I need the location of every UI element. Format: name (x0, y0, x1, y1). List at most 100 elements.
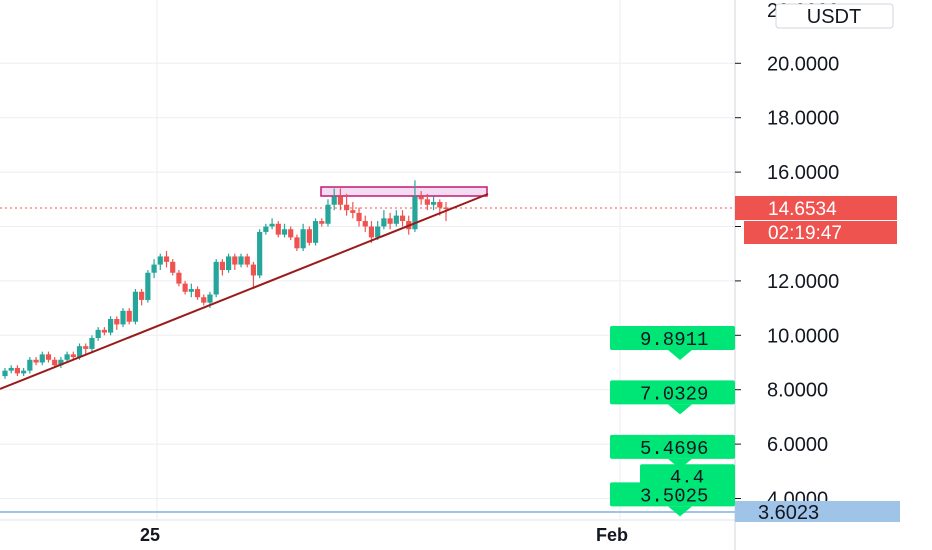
candle-body (213, 261, 219, 295)
ascending-trendline[interactable] (0, 193, 489, 390)
countdown-label: 02:19:47 (768, 223, 842, 244)
candle-body (430, 202, 437, 205)
candle-body (244, 256, 250, 265)
time-axis[interactable]: 25 Feb (140, 525, 628, 545)
candle-body (281, 229, 288, 235)
candles (2, 180, 449, 379)
candle-body (300, 229, 306, 249)
candle-body (207, 294, 213, 303)
price-axis-tick-label: 20.0000 (767, 53, 839, 75)
price-axis-tick-label: 8.0000 (767, 380, 828, 402)
currency-button-label: USDT (807, 6, 861, 28)
candle-body (188, 289, 194, 292)
candle-body (33, 359, 39, 363)
current-price-tag: 14.6534 02:19:47 (735, 196, 897, 244)
target-tag-pointer (668, 506, 692, 517)
candle-body (424, 199, 430, 205)
price-axis-tick-label: 10.0000 (767, 325, 839, 347)
candle-body (362, 221, 368, 227)
candle-body (344, 204, 350, 211)
target-tag-label: 9.8911 (640, 329, 708, 351)
target-tag-body (610, 482, 735, 507)
target-tag: 7.0329 (610, 380, 735, 415)
candle-body (294, 237, 300, 249)
candle-body (39, 354, 45, 363)
candle-body (219, 261, 225, 271)
target-tag-body (640, 464, 735, 489)
candle-body (114, 318, 120, 325)
candle-body (170, 261, 176, 273)
candle-body (70, 354, 76, 358)
support-price-tag: 3.6023 (735, 501, 900, 524)
candle-body (182, 283, 188, 292)
candle-body (325, 204, 331, 224)
candle-body (14, 367, 21, 374)
target-tag-pointer (668, 350, 692, 361)
candle-body (8, 367, 14, 371)
candle-body (107, 318, 114, 333)
candle-body (337, 196, 344, 205)
candle-body (306, 229, 312, 243)
candle-body (21, 370, 27, 374)
candle-body (263, 226, 269, 232)
resistance-zone-box[interactable] (320, 186, 488, 197)
candle-body (145, 272, 151, 300)
candle-body (312, 221, 319, 243)
currency-button[interactable]: USDT (775, 3, 894, 29)
candle-body (232, 256, 238, 265)
price-axis-tick-label: 16.0000 (767, 162, 839, 184)
target-tag: 5.4696 (610, 434, 735, 469)
candle-body (64, 354, 70, 360)
candle-body (76, 346, 83, 358)
candle-body (163, 256, 170, 262)
candle-body (2, 370, 8, 377)
candle-body (151, 264, 157, 273)
candle-body (399, 215, 406, 222)
candle-body (83, 346, 89, 349)
candle-body (393, 215, 399, 224)
candle-body (331, 196, 337, 205)
target-tag: 9.8911 (610, 326, 735, 361)
candle-body (157, 256, 163, 265)
candle-body (319, 221, 325, 224)
price-axis-tick-label: 18.0000 (767, 108, 839, 130)
candle-body (95, 329, 101, 339)
target-tag-pointer (668, 458, 692, 469)
candle-body (437, 202, 443, 208)
candle-body (226, 256, 232, 271)
candle-body (368, 226, 375, 238)
candle-body (387, 218, 393, 224)
candle-body (126, 310, 132, 322)
time-axis-tick-label: Feb (596, 525, 628, 545)
candle-body (58, 359, 64, 366)
support-price-label: 3.6023 (758, 502, 819, 524)
candle-body (257, 231, 263, 276)
candle-body (52, 359, 58, 366)
target-tag-body (610, 434, 735, 459)
price-axis-tick-label: 12.0000 (767, 271, 839, 293)
candle-body (132, 291, 139, 322)
price-axis[interactable]: 4.00006.00008.000010.000012.000016.00001… (735, 53, 839, 511)
candle-body (194, 289, 201, 298)
candle-body (139, 291, 145, 300)
target-tag-label: 3.5025 (640, 485, 708, 507)
candle-body (356, 212, 362, 222)
target-tag-label: 5.4696 (640, 438, 708, 460)
candle-body (27, 359, 33, 371)
target-tag: 3.5025 (610, 482, 735, 517)
candle-body (120, 310, 126, 325)
candle-body (350, 210, 356, 213)
target-tag-body (610, 326, 735, 351)
candle-body (275, 223, 281, 235)
target-tag-pointer (668, 404, 692, 415)
candle-body (418, 196, 424, 200)
candle-body (269, 223, 275, 227)
candle-body (250, 264, 257, 276)
candle-body (443, 207, 449, 209)
target-tag-label: 7.0329 (640, 383, 708, 405)
candle-body (176, 272, 182, 284)
candle-body (238, 256, 244, 265)
candle-body (89, 338, 95, 349)
